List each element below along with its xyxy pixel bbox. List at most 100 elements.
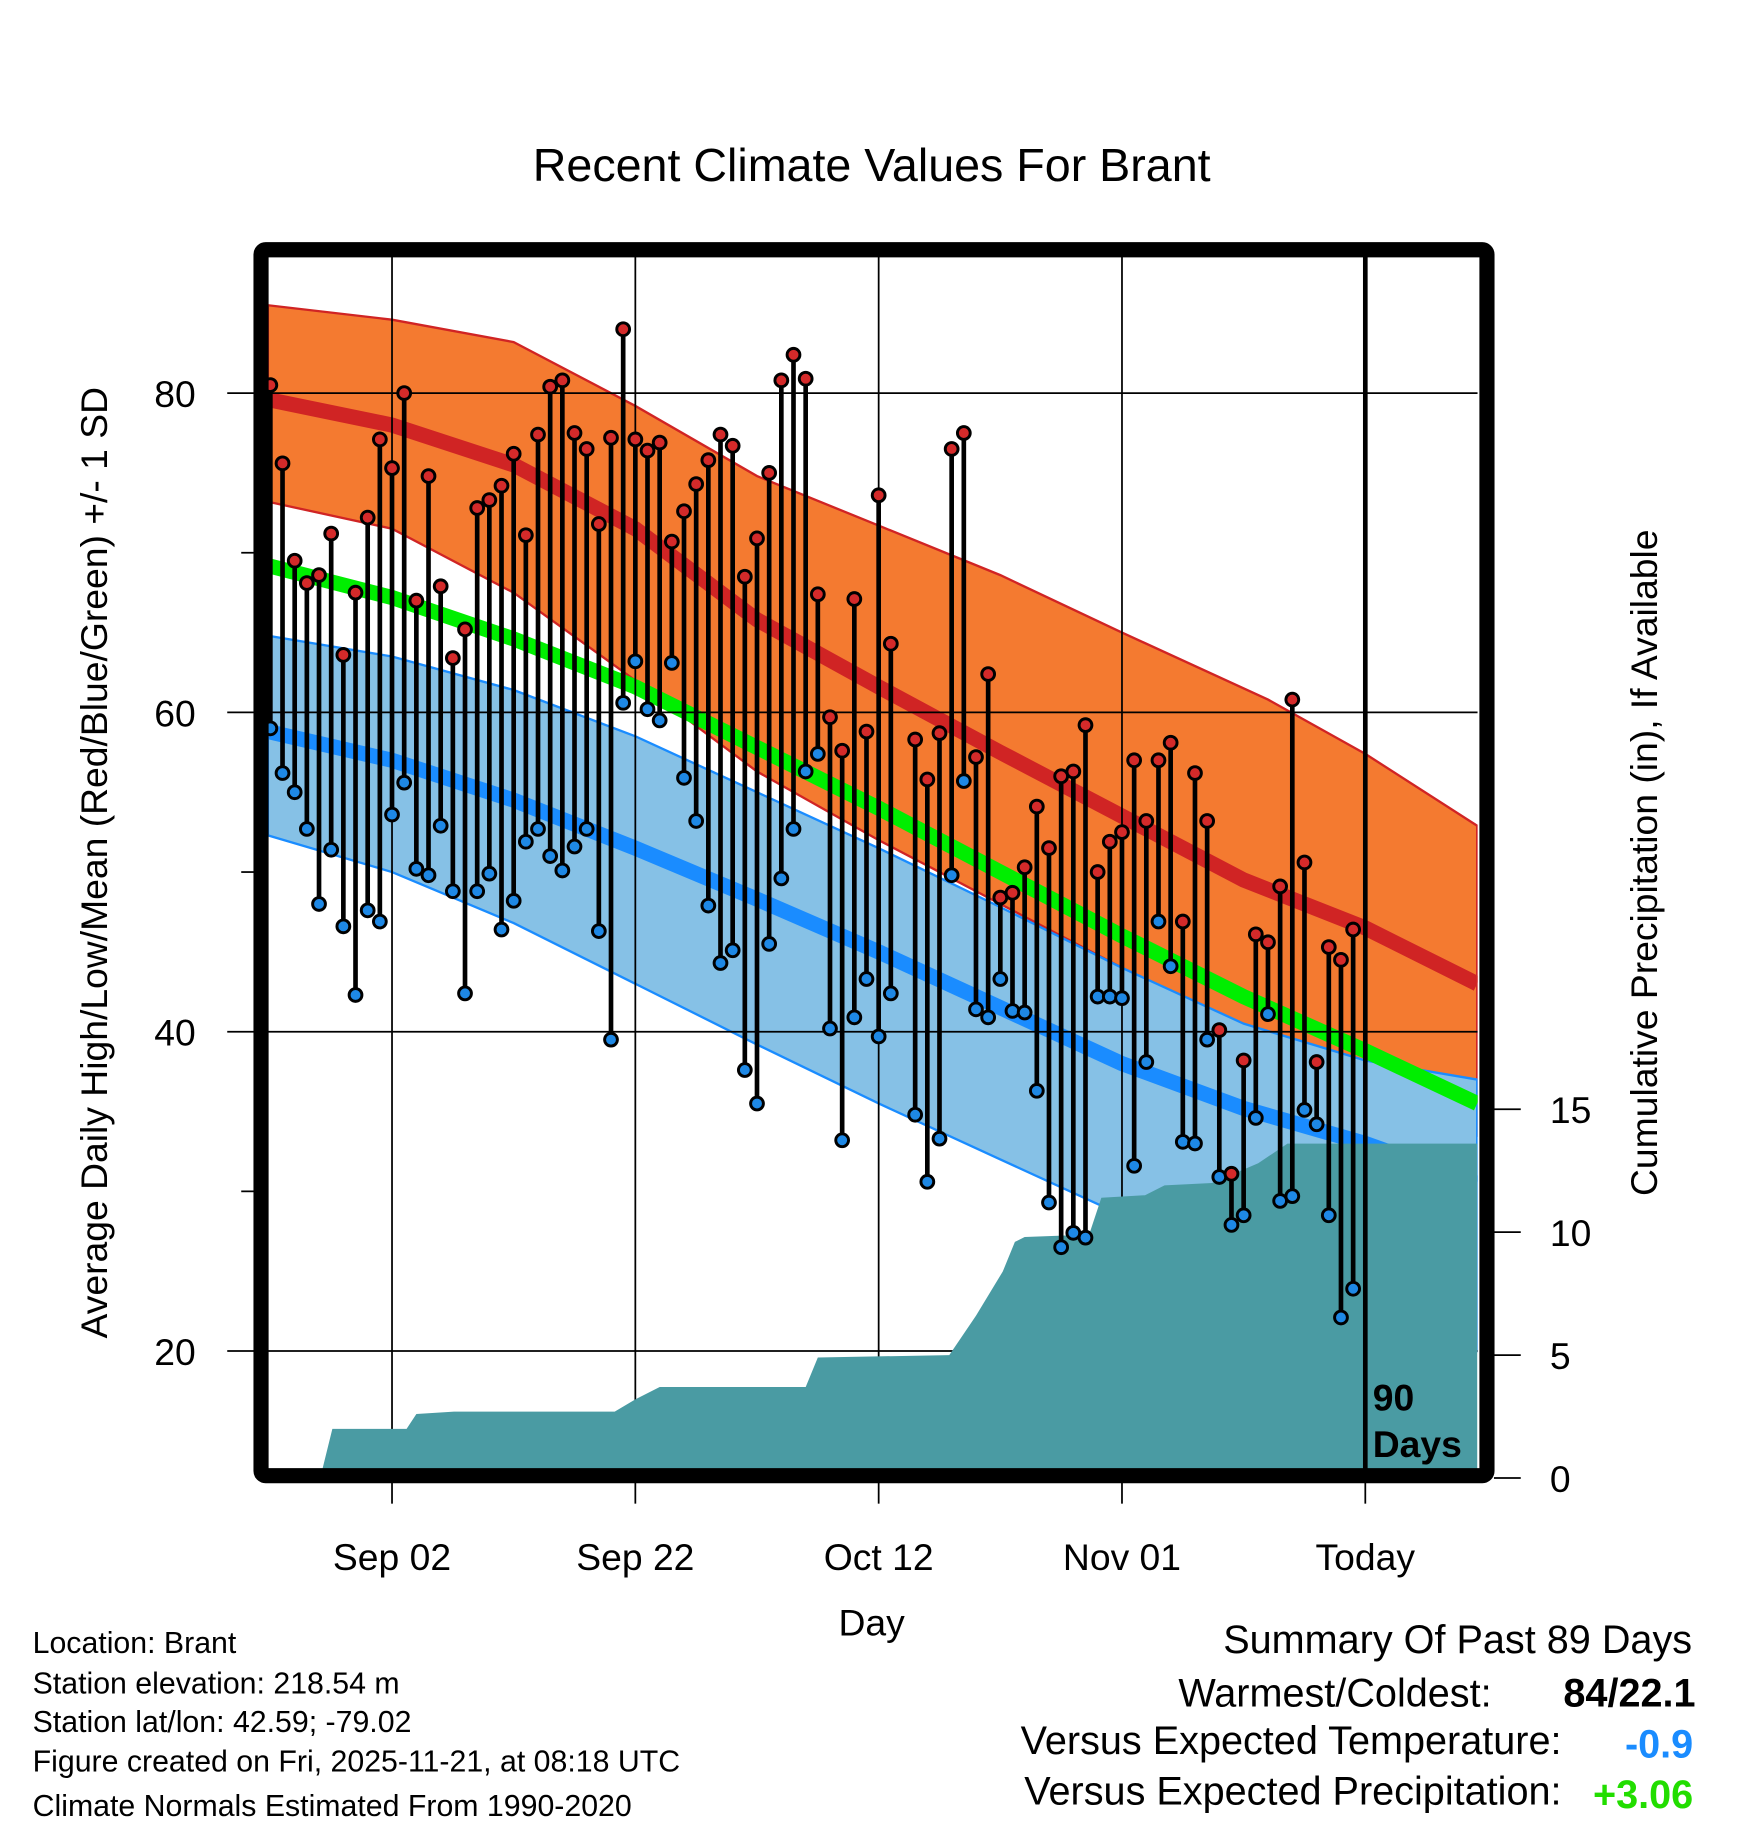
precip-anomaly-label: Versus Expected Precipitation: [1024,1769,1561,1813]
daily-high-point [335,647,352,663]
daily-high-point [444,650,461,666]
x-axis-label: Day [839,1601,906,1643]
daily-low-point [1247,1110,1264,1126]
daily-high-point [505,445,522,462]
daily-low-point [1284,1188,1301,1205]
daily-high-point [566,425,583,441]
daily-high-point [907,731,924,748]
x-tick-label: Today [1316,1536,1416,1578]
y2-tick-label: 0 [1550,1458,1571,1500]
daily-low-point [311,896,327,912]
daily-low-point [481,865,498,882]
daily-low-point [870,1028,887,1045]
daily-low-point [907,1106,924,1123]
daily-high-point [274,455,291,472]
daily-low-point [268,720,279,737]
daily-low-point [1235,1207,1252,1224]
daily-low-point [1150,913,1167,930]
daily-high-point [578,441,595,457]
daily-high-point [323,525,340,542]
elevation-text: Station elevation: 218.54 m [33,1668,400,1701]
daily-low-point [736,1062,753,1078]
daily-low-point [469,883,486,900]
daily-high-point [1004,884,1021,901]
daily-low-point [566,838,583,855]
daily-low-point [724,942,741,959]
daily-high-point [432,578,449,595]
daily-high-point [371,431,388,448]
daily-high-point [554,372,571,389]
chart-title: Recent Climate Values For Brant [533,139,1211,191]
daily-low-point [493,921,510,938]
warmest-coldest-label: Warmest/Coldest: [1178,1671,1491,1715]
daily-low-point [676,769,692,786]
daily-low-point [712,955,729,971]
daily-low-point [1077,1229,1094,1246]
daily-high-point [882,635,899,652]
daily-high-point [396,385,413,401]
daily-high-point [1077,717,1094,734]
temp-anomaly-label: Versus Expected Temperature: [1021,1719,1562,1763]
daily-high-point [384,460,400,476]
daily-high-point [359,509,376,526]
x-tick-label: Nov 01 [1063,1536,1181,1578]
daily-low-point [1162,958,1179,975]
daily-high-point [1138,813,1155,829]
daily-high-point [1333,951,1349,968]
daily-high-point [1272,878,1289,895]
daily-high-point [603,429,619,446]
daily-high-point [530,426,546,443]
daily-high-point [493,477,510,494]
daily-low-point [1138,1054,1155,1070]
daily-high-point [627,431,644,448]
daily-high-point [1223,1165,1240,1182]
daily-high-point [846,591,863,607]
daily-high-point [980,666,997,682]
daily-high-point [469,500,486,516]
station-info: Location: Brant Station elevation: 218.5… [33,1627,680,1823]
daily-high-point [1114,824,1130,841]
y-tick-label: 60 [154,692,195,734]
daily-low-point [396,774,413,791]
daily-low-point [408,860,425,877]
daily-high-point [1089,864,1106,880]
daily-high-point [1187,765,1203,781]
daily-low-point [554,862,571,879]
daily-low-point [809,746,826,762]
y2-tick-label: 10 [1550,1212,1591,1254]
daily-low-point [1296,1102,1313,1118]
daily-high-point [1211,1022,1228,1038]
daily-low-point [651,712,668,729]
location-text: Location: Brant [33,1627,237,1660]
daily-high-point [651,434,668,451]
daily-low-point [274,765,291,781]
daily-high-point [1284,691,1301,708]
daily-high-point [955,425,972,441]
daily-high-point [676,503,692,520]
daily-low-point [858,971,875,987]
daily-high-point [298,575,315,591]
daily-low-point [1333,1309,1349,1326]
daily-high-point [1247,926,1264,943]
daily-low-point [834,1132,851,1149]
daily-high-point [1065,763,1082,780]
daily-high-point [931,725,948,742]
daily-high-point [1308,1054,1325,1070]
daily-low-point [590,923,607,939]
daily-high-point [1296,854,1313,871]
daily-high-point [761,465,778,481]
daily-low-point [700,897,717,914]
daily-high-point [268,377,279,393]
daily-low-point [542,848,559,864]
daily-high-point [809,586,826,603]
daily-high-point [919,771,936,788]
daily-low-point [980,1009,997,1026]
y2-tick-label: 15 [1550,1089,1591,1131]
daily-low-point [919,1173,936,1190]
y-tick-label: 20 [154,1331,195,1373]
created-text: Figure created on Fri, 2025-11-21, at 08… [33,1746,680,1779]
latlon-text: Station lat/lon: 42.59; -79.02 [33,1706,412,1739]
daily-low-point [749,1095,765,1112]
daily-high-point [481,492,498,508]
